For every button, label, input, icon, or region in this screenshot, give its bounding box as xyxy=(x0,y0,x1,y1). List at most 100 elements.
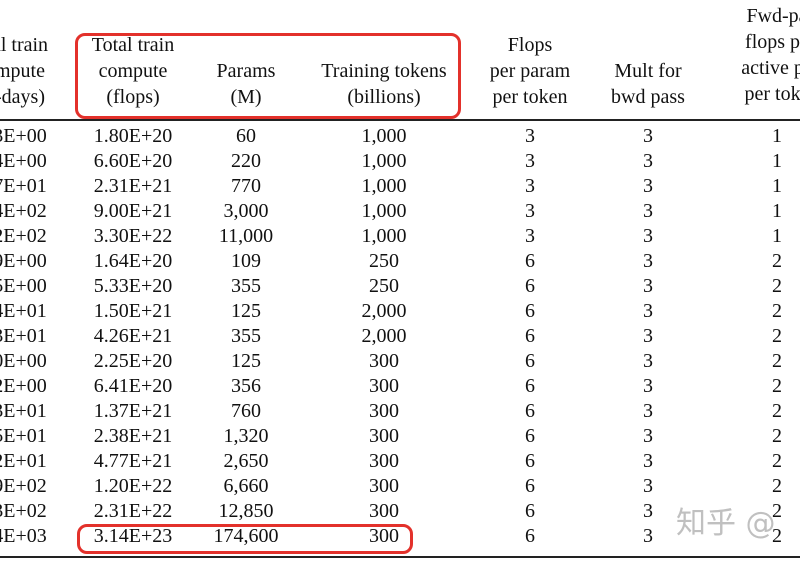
col-flops-per-param-cell: 3 xyxy=(525,200,535,222)
col-total-train-compute-cell: 1.80E+20 xyxy=(93,125,173,147)
col-mult-bwd-cell: 3 xyxy=(643,150,653,172)
col-training-tokens-header-line: (billions) xyxy=(347,86,421,108)
col-flops-per-param-cell: 6 xyxy=(525,250,535,272)
col-training-tokens-header-line xyxy=(304,32,464,58)
col-train-compute-days-cell: 4E+03 xyxy=(0,525,47,547)
col-total-train-compute-header-line: compute xyxy=(98,60,168,82)
col-total-train-compute-cell: 2.38E+21 xyxy=(93,425,173,447)
col-fwd-pass-flops-cell: 2 xyxy=(772,500,782,522)
table-row: 2E+01 4.77E+21 2,650 300 6 3 2 xyxy=(0,449,800,474)
col-mult-bwd-cell: 3 xyxy=(643,175,653,197)
col-flops-per-param-header-line: Flops xyxy=(507,34,553,56)
col-params-cell: 220 xyxy=(231,150,261,172)
col-total-train-compute-cell: 1.20E+22 xyxy=(93,475,173,497)
col-training-tokens-cell: 1,000 xyxy=(361,150,407,172)
col-total-train-compute-cell: 1.37E+21 xyxy=(93,400,173,422)
col-fwd-pass-flops-cell: 2 xyxy=(772,450,782,472)
col-params-cell: 60 xyxy=(236,125,256,147)
table-row: 3E+00 1.80E+20 60 1,000 3 3 1 xyxy=(0,124,800,149)
table-row: 2E+00 6.41E+20 356 300 6 3 2 xyxy=(0,374,800,399)
col-mult-bwd-cell: 3 xyxy=(643,475,653,497)
col-mult-bwd-cell: 3 xyxy=(643,225,653,247)
col-fwd-pass-flops-header-line: Fwd-pa xyxy=(746,5,800,27)
col-flops-per-param-cell: 6 xyxy=(525,450,535,472)
table-row: 4E+00 6.60E+20 220 1,000 3 3 1 xyxy=(0,149,800,174)
col-train-compute-days-cell: 2E+01 xyxy=(0,450,47,472)
col-params-header: Params (M) xyxy=(196,32,296,110)
col-total-train-compute-cell: 9.00E+21 xyxy=(93,200,173,222)
col-train-compute-days-header-line: mpute xyxy=(0,60,45,82)
col-mult-bwd-cell: 3 xyxy=(643,275,653,297)
col-training-tokens-cell: 250 xyxy=(369,275,399,297)
col-fwd-pass-flops-header-line: per toke xyxy=(744,83,800,105)
col-training-tokens-cell: 300 xyxy=(369,400,399,422)
col-params-cell: 125 xyxy=(231,300,261,322)
col-params-cell: 6,660 xyxy=(223,475,269,497)
col-total-train-compute-cell: 1.50E+21 xyxy=(93,300,173,322)
col-train-compute-days-cell: 9E+00 xyxy=(0,250,47,272)
col-fwd-pass-flops-cell: 2 xyxy=(772,525,782,547)
col-train-compute-days-cell: 5E+01 xyxy=(0,425,47,447)
col-flops-per-param-header-line: per param xyxy=(489,60,571,82)
col-train-compute-days-cell: 5E+00 xyxy=(0,275,47,297)
col-mult-bwd-cell: 3 xyxy=(643,325,653,347)
col-params-cell: 174,600 xyxy=(213,525,279,547)
table-row: 0E+00 2.25E+20 125 300 6 3 2 xyxy=(0,349,800,374)
col-total-train-compute-cell: 6.60E+20 xyxy=(93,150,173,172)
col-fwd-pass-flops-header: Fwd-pa flops pe active pa per toke xyxy=(707,3,800,107)
col-train-compute-days-header-line: al train xyxy=(0,34,49,56)
col-fwd-pass-flops-cell: 1 xyxy=(772,225,782,247)
col-total-train-compute-header: Total train compute (flops) xyxy=(73,32,193,110)
col-training-tokens-cell: 300 xyxy=(369,500,399,522)
col-mult-bwd-cell: 3 xyxy=(643,400,653,422)
table-row: 4E+01 1.50E+21 125 2,000 6 3 2 xyxy=(0,299,800,324)
col-mult-bwd-cell: 3 xyxy=(643,525,653,547)
col-mult-bwd-cell: 3 xyxy=(643,425,653,447)
col-total-train-compute-cell: 4.77E+21 xyxy=(93,450,173,472)
col-total-train-compute-cell: 2.25E+20 xyxy=(93,350,173,372)
col-total-train-compute-cell: 6.41E+20 xyxy=(93,375,173,397)
col-total-train-compute-cell: 4.26E+21 xyxy=(93,325,173,347)
col-total-train-compute-cell: 2.31E+22 xyxy=(93,500,173,522)
col-mult-bwd-cell: 3 xyxy=(643,300,653,322)
col-total-train-compute-cell: 1.64E+20 xyxy=(93,250,173,272)
col-flops-per-param-cell: 6 xyxy=(525,500,535,522)
table-row: 5E+01 2.38E+21 1,320 300 6 3 2 xyxy=(0,424,800,449)
col-mult-bwd-cell: 3 xyxy=(643,250,653,272)
col-train-compute-days-cell: 3E+02 xyxy=(0,500,47,522)
col-training-tokens-cell: 2,000 xyxy=(361,325,407,347)
col-train-compute-days-cell: 9E+02 xyxy=(0,475,47,497)
table-row: 9E+02 1.20E+22 6,660 300 6 3 2 xyxy=(0,474,800,499)
col-train-compute-days-cell: 3E+00 xyxy=(0,125,47,147)
col-flops-per-param-cell: 6 xyxy=(525,350,535,372)
col-fwd-pass-flops-cell: 2 xyxy=(772,250,782,272)
col-fwd-pass-flops-cell: 1 xyxy=(772,125,782,147)
col-fwd-pass-flops-header-line: flops pe xyxy=(745,31,800,53)
col-fwd-pass-flops-header-line: active pa xyxy=(741,57,800,79)
col-fwd-pass-flops-cell: 2 xyxy=(772,425,782,447)
col-mult-bwd-header-line: Mult for xyxy=(614,60,682,82)
table-row: 4E+03 3.14E+23 174,600 300 6 3 2 xyxy=(0,524,800,549)
col-train-compute-days-cell: 2E+02 xyxy=(0,225,47,247)
col-mult-bwd-header-line xyxy=(593,32,703,58)
col-train-compute-days-cell: 2E+00 xyxy=(0,375,47,397)
col-params-header-line: (M) xyxy=(230,86,262,108)
col-flops-per-param-cell: 3 xyxy=(525,125,535,147)
col-flops-per-param-cell: 6 xyxy=(525,325,535,347)
col-total-train-compute-cell: 2.31E+21 xyxy=(93,175,173,197)
col-training-tokens-cell: 1,000 xyxy=(361,225,407,247)
col-train-compute-days-cell: 4E+00 xyxy=(0,150,47,172)
col-mult-bwd-cell: 3 xyxy=(643,375,653,397)
col-train-compute-days-cell: 3E+01 xyxy=(0,400,47,422)
col-training-tokens-header: Training tokens (billions) xyxy=(304,32,464,110)
table-bottom-rule xyxy=(0,556,800,558)
col-params-cell: 770 xyxy=(231,175,261,197)
col-total-train-compute-header-line: Total train xyxy=(91,34,175,56)
col-fwd-pass-flops-cell: 2 xyxy=(772,350,782,372)
col-training-tokens-cell: 2,000 xyxy=(361,300,407,322)
col-fwd-pass-flops-cell: 2 xyxy=(772,275,782,297)
col-total-train-compute-cell: 5.33E+20 xyxy=(93,275,173,297)
col-mult-bwd-header: Mult for bwd pass xyxy=(593,32,703,110)
col-train-compute-days-header-line: -days) xyxy=(0,86,45,108)
col-mult-bwd-cell: 3 xyxy=(643,500,653,522)
